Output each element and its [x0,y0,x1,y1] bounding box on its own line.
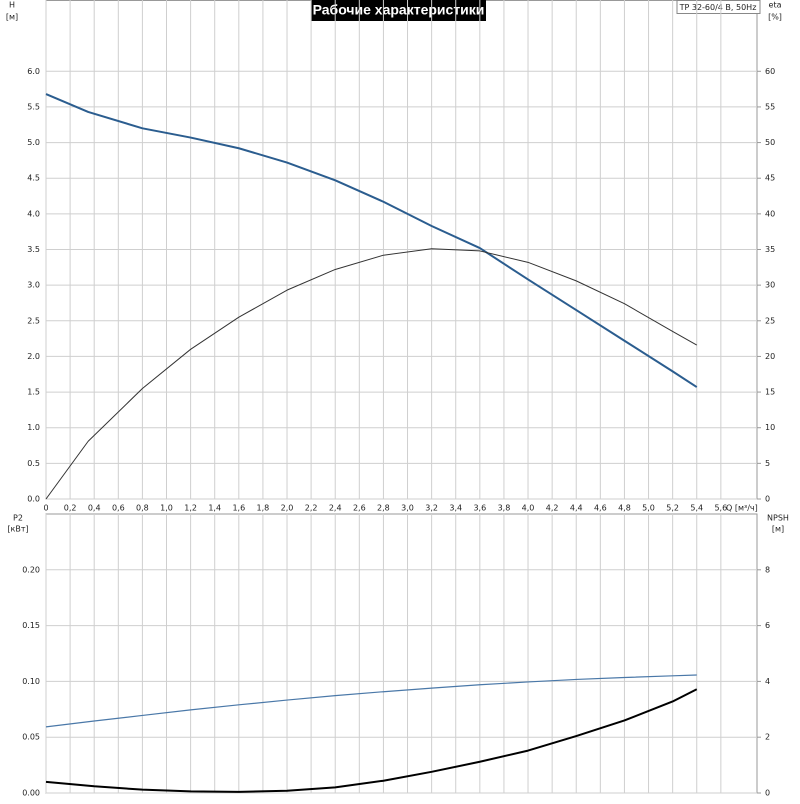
x-tick-label: 3,4 [449,504,462,513]
x-tick-label: 4,8 [618,504,631,513]
x-tick-label: 2,8 [377,504,390,513]
y2-tick-label: 45 [765,174,775,183]
y-axis-unit: [м] [6,13,18,22]
y-tick-label: 2.0 [27,352,40,361]
x-tick-label: 0,8 [136,504,149,513]
x-tick-label: 2,6 [353,504,366,513]
y2-tick-label: 30 [765,281,775,290]
x-tick-label: 1,0 [160,504,173,513]
y-axis-label: H [9,1,15,10]
x-tick-label: 3,6 [473,504,486,513]
y-tick-label: 0.15 [22,621,40,630]
curve [45,248,697,500]
y2-tick-label: 6 [765,621,770,630]
y2-tick-label: 0 [765,789,770,798]
y-tick-label: 1.0 [27,423,40,432]
y2-tick-label: 0 [765,495,770,504]
y2-tick-label: 55 [765,102,775,111]
x-axis-label: Q [м³/ч] [726,504,758,513]
y2-tick-label: 5 [765,459,770,468]
y2-axis-label: eta [769,1,782,10]
y2-tick-label: 20 [765,352,775,361]
y-tick-label: 6.0 [27,67,40,76]
y-tick-label: 0.10 [22,677,40,686]
y2-axis-unit: [%] [768,13,782,22]
y2-tick-label: 40 [765,209,775,218]
y2-tick-label: 8 [765,565,770,574]
x-tick-label: 4,6 [594,504,607,513]
y2-tick-label: 50 [765,138,775,147]
x-tick-label: 1,6 [232,504,245,513]
curve [45,674,697,728]
x-tick-label: 0,4 [88,504,101,513]
model-label: TP 32-60/4 B, 50Hz [679,3,757,12]
y2-axis-unit: [м] [772,525,784,534]
y2-tick-label: 35 [765,245,775,254]
x-tick-label: 5,0 [642,504,655,513]
curve [45,688,698,793]
x-tick-label: 5,6 [714,504,727,513]
x-tick-label: 3,2 [425,504,438,513]
x-tick-label: 0 [43,504,48,513]
x-tick-label: 3,0 [401,504,414,513]
y-tick-label: 3.0 [27,281,40,290]
x-tick-label: 4,2 [546,504,559,513]
y-tick-label: 4.5 [27,174,40,183]
x-tick-label: 0,6 [112,504,125,513]
y-tick-label: 0.0 [27,495,40,504]
y-tick-label: 1.5 [27,388,40,397]
x-tick-label: 3,8 [498,504,511,513]
y2-tick-label: 25 [765,316,775,325]
x-tick-label: 1,2 [184,504,197,513]
y2-tick-label: 15 [765,388,775,397]
x-tick-label: 2,0 [281,504,294,513]
y-tick-label: 0.05 [22,733,40,742]
x-tick-label: 5,2 [666,504,679,513]
y2-tick-label: 4 [765,677,770,686]
x-tick-label: 1,4 [208,504,221,513]
x-tick-label: 5,4 [690,504,703,513]
y-tick-label: 4.0 [27,209,40,218]
x-tick-label: 2,2 [305,504,318,513]
y-tick-label: 5.0 [27,138,40,147]
y-tick-label: 3.5 [27,245,40,254]
y2-axis-label: NPSH [767,514,789,523]
y2-tick-label: 2 [765,733,770,742]
y-tick-label: 0.00 [22,789,40,798]
title-box [311,0,486,21]
x-tick-label: 1,8 [257,504,270,513]
chart-title: Рабочие характеристики [313,2,485,18]
y-axis-label: P2 [13,514,23,523]
y-tick-label: 2.5 [27,316,40,325]
y-axis-unit: [кВт] [7,525,28,534]
x-tick-label: 4,0 [522,504,535,513]
x-tick-label: 4,4 [570,504,583,513]
y2-tick-label: 60 [765,67,775,76]
y-tick-label: 0.5 [27,459,40,468]
y-tick-label: 0.20 [22,565,40,574]
y-tick-label: 5.5 [27,102,40,111]
curve [45,93,698,388]
x-tick-label: 0,2 [64,504,77,513]
x-tick-label: 2,4 [329,504,342,513]
model-box [676,0,761,14]
y2-tick-label: 10 [765,423,775,432]
